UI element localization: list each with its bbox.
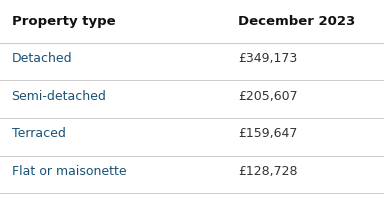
Text: Flat or maisonette: Flat or maisonette xyxy=(12,165,126,178)
Text: December 2023: December 2023 xyxy=(238,15,355,28)
Text: Property type: Property type xyxy=(12,15,115,28)
Text: £349,173: £349,173 xyxy=(238,52,297,65)
Text: Detached: Detached xyxy=(12,52,72,65)
Text: £159,647: £159,647 xyxy=(238,127,298,140)
Text: £205,607: £205,607 xyxy=(238,90,298,103)
Text: Terraced: Terraced xyxy=(12,127,65,140)
Text: Semi-detached: Semi-detached xyxy=(12,90,106,103)
Text: £128,728: £128,728 xyxy=(238,165,298,178)
